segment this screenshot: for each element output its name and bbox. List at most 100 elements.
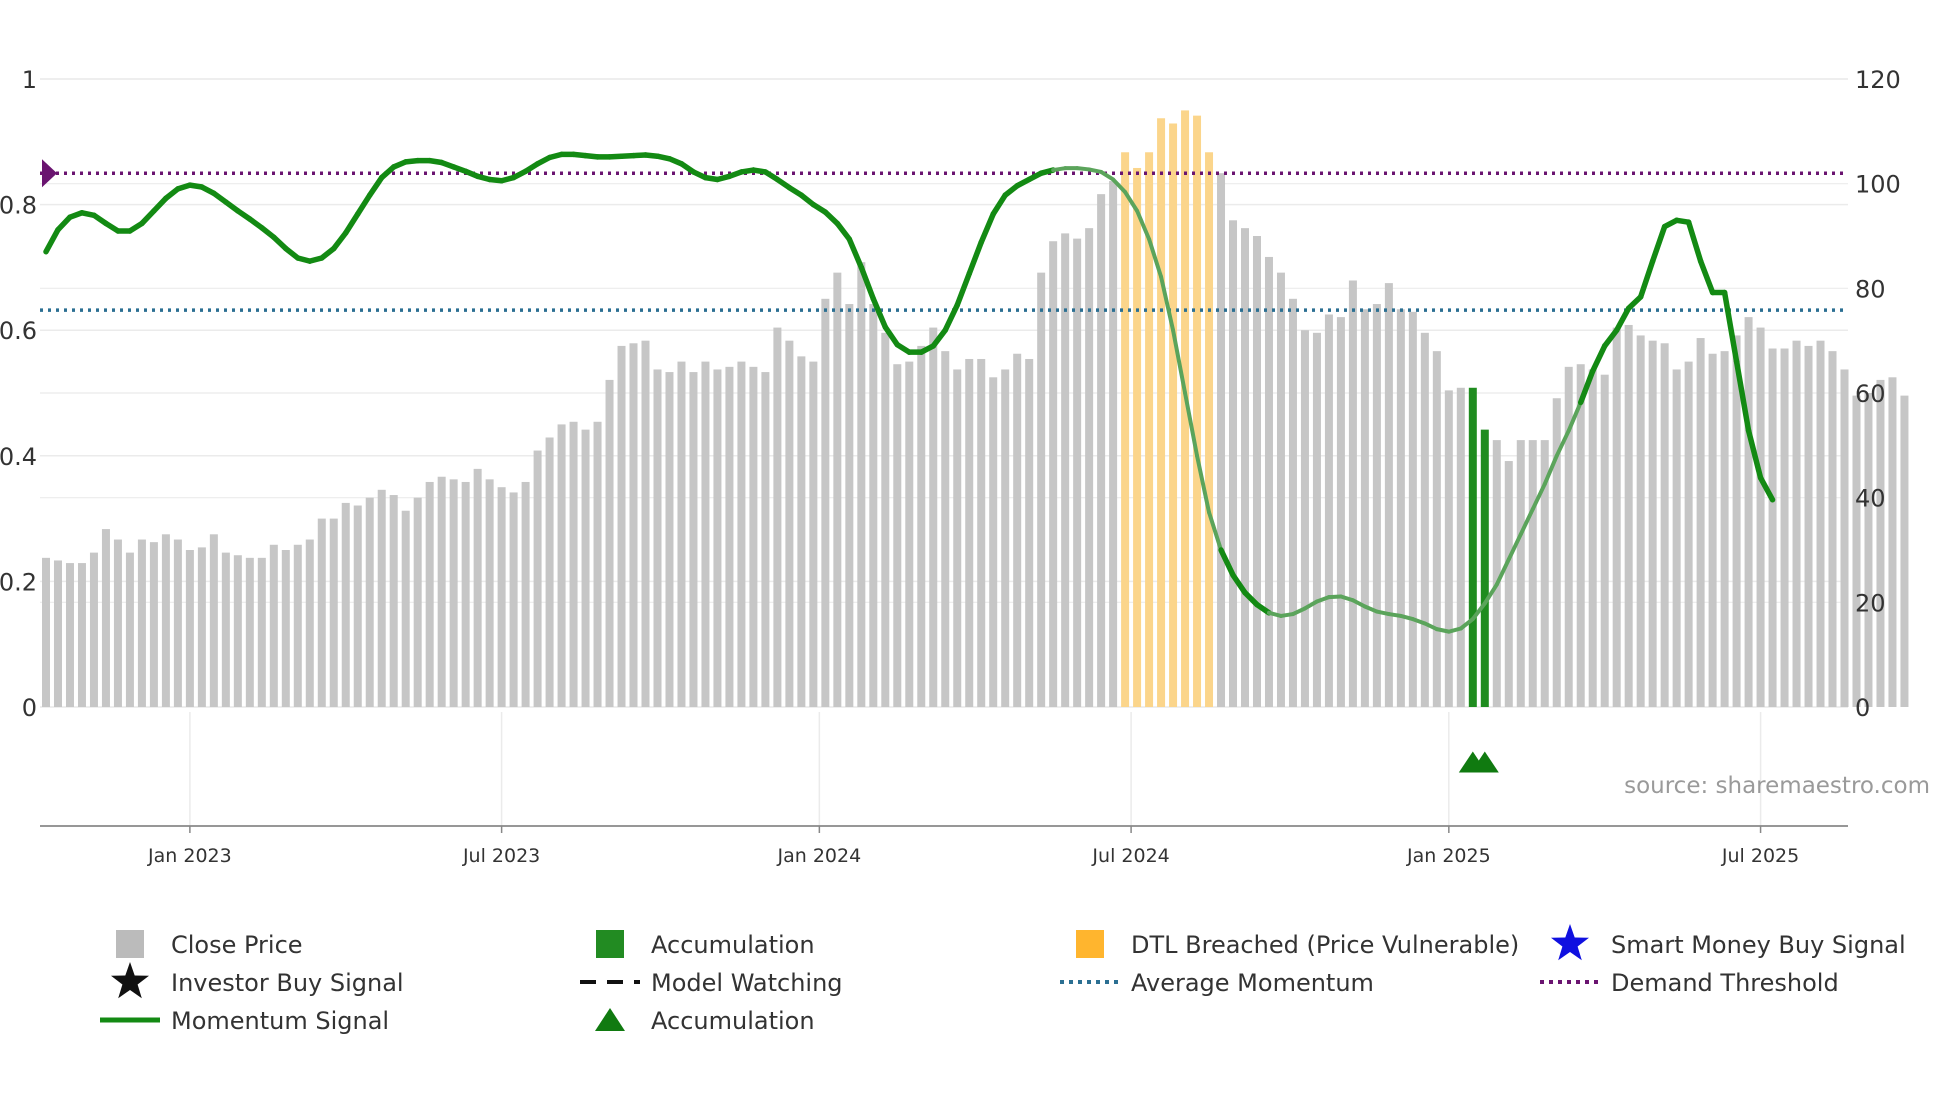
legend-label: Close Price <box>171 931 303 959</box>
close-price-bar <box>1612 327 1621 707</box>
momentum-segment <box>1350 598 1367 609</box>
momentum-segment <box>1566 400 1583 433</box>
close-price-bar <box>1085 228 1094 707</box>
momentum-segment <box>1482 582 1499 606</box>
close-price-bar <box>1732 335 1741 707</box>
close-price-bar <box>1876 379 1885 707</box>
momentum-segment <box>858 264 877 302</box>
momentum-segment <box>1637 258 1656 300</box>
momentum-segment <box>954 270 972 308</box>
momentum-segment <box>1554 428 1571 458</box>
legend-triangle-symbol <box>595 1008 625 1031</box>
close-price-bar <box>317 518 326 707</box>
close-price-bar <box>1768 348 1777 707</box>
momentum-segment <box>1649 223 1668 264</box>
close-price-bar <box>1001 369 1010 707</box>
dtl-breached-bar <box>1133 167 1142 707</box>
close-price-bar <box>1025 358 1034 707</box>
close-price-bar <box>641 340 650 707</box>
momentum-segment <box>1278 612 1295 618</box>
momentum-segment <box>1506 532 1523 562</box>
left-tick-label: 0.4 <box>0 443 37 471</box>
momentum-segment <box>990 192 1008 217</box>
close-price-bar <box>65 563 74 707</box>
close-price-bar <box>629 343 638 707</box>
left-tick-label: 0.6 <box>0 317 37 345</box>
close-price-bar <box>1456 387 1465 707</box>
close-price-bar <box>1660 343 1669 707</box>
close-price-bar <box>809 361 818 707</box>
close-price-bar <box>821 298 830 707</box>
close-price-bar <box>905 361 914 707</box>
momentum-segment <box>1362 604 1379 614</box>
legend-square-symbol <box>1076 930 1104 958</box>
x-tick-label: Jul 2023 <box>462 845 540 867</box>
momentum-segment <box>1111 177 1128 195</box>
left-tick-label: 1 <box>22 66 37 94</box>
momentum-segment <box>1577 368 1596 406</box>
reference-lines <box>40 159 1848 312</box>
close-price-bar <box>749 366 758 707</box>
close-price-bar <box>1600 374 1609 707</box>
close-price-bar <box>1408 311 1417 707</box>
close-price-bar <box>1288 298 1297 707</box>
momentum-segment <box>1302 599 1319 611</box>
close-price-bar <box>485 479 494 707</box>
close-price-bar <box>137 539 146 707</box>
momentum-segment <box>1195 453 1212 515</box>
close-price-bar <box>257 557 266 707</box>
x-tick-label: Jan 2025 <box>1406 845 1491 867</box>
close-price-bar <box>1552 398 1561 707</box>
close-price-bar <box>1396 309 1405 707</box>
momentum-segment <box>1135 208 1152 242</box>
close-price-bar <box>1564 366 1573 707</box>
close-price-bar <box>113 539 122 707</box>
close-price-bar <box>221 552 230 707</box>
x-tick-label: Jan 2023 <box>147 845 232 867</box>
close-price-bar <box>605 379 614 707</box>
dtl-breached-bar <box>1193 115 1202 708</box>
close-price-bar <box>857 262 866 707</box>
close-price-bar <box>353 505 362 707</box>
close-price-bar <box>917 345 926 707</box>
close-price-bar <box>1804 345 1813 707</box>
close-price-bar <box>1312 332 1321 707</box>
dtl-breached-bar <box>1181 110 1190 707</box>
close-price-bar <box>1324 314 1333 707</box>
close-price-bar <box>461 481 470 707</box>
momentum-segment <box>1038 167 1056 176</box>
momentum-segment <box>966 239 984 277</box>
close-price-bar <box>1384 283 1393 707</box>
close-price-bar <box>545 437 554 707</box>
close-price-bar <box>1756 327 1765 707</box>
right-tick-label: 100 <box>1855 171 1901 199</box>
momentum-segment <box>1518 507 1535 537</box>
momentum-segment <box>1218 547 1236 578</box>
momentum-segment <box>1338 594 1355 603</box>
close-price-bar <box>521 481 530 707</box>
close-price-bar <box>701 361 710 707</box>
close-price-bar <box>281 550 290 707</box>
momentum-segment <box>1422 621 1439 632</box>
right-tick-label: 0 <box>1855 694 1870 722</box>
close-price-bar <box>42 557 50 707</box>
momentum-segment <box>1147 237 1164 279</box>
momentum-segment <box>1530 482 1547 512</box>
close-price-bar <box>365 497 374 707</box>
close-price-bar <box>425 481 434 707</box>
close-price-bar <box>413 497 422 707</box>
close-price-bar <box>1432 351 1441 707</box>
momentum-segment <box>846 236 865 271</box>
accumulation-bar <box>1480 429 1489 707</box>
accumulation-bar <box>1468 387 1477 707</box>
close-price-bar <box>1300 330 1309 707</box>
close-price-bar <box>1061 233 1070 707</box>
close-price-bar <box>557 424 566 707</box>
momentum-segment <box>930 327 948 349</box>
close-price-bar <box>1648 340 1657 707</box>
momentum-segment <box>1386 612 1403 618</box>
momentum-segment <box>1123 190 1140 213</box>
momentum-segment <box>1446 626 1463 634</box>
right-tick-label: 120 <box>1855 66 1901 94</box>
close-price-bar <box>101 529 110 707</box>
